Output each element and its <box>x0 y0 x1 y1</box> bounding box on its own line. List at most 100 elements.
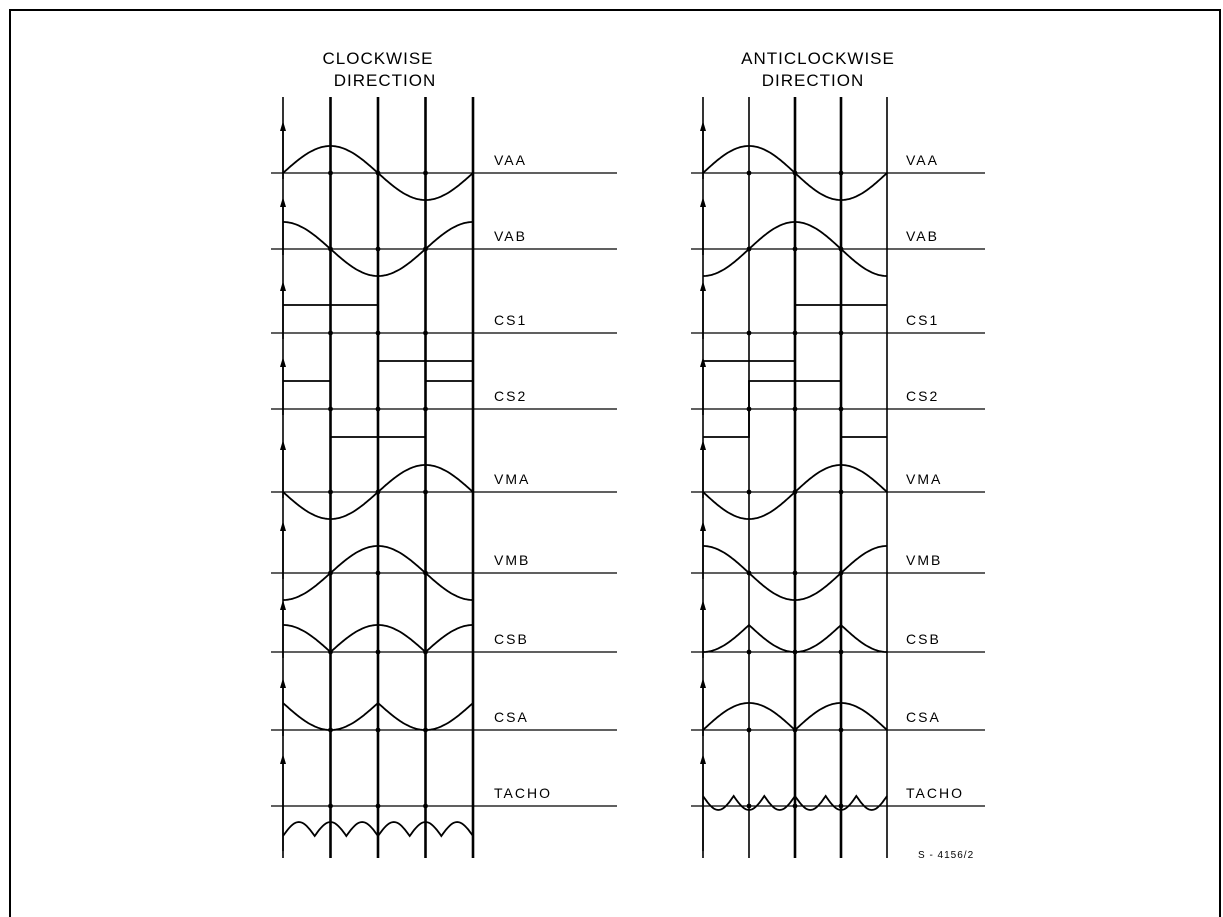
acw-panel: VAA VAB CS1 CS2 VMA VMB CSB CSA TACHO <box>691 97 985 858</box>
junction-dot <box>746 489 752 495</box>
signal-label: TACHO <box>906 785 964 801</box>
junction-dot <box>792 489 798 495</box>
junction-dot <box>423 489 428 495</box>
junction-dot <box>328 649 333 655</box>
axis-arrow-icon <box>700 121 706 131</box>
cw-signal-vab: VAB <box>271 197 617 277</box>
signal-label: VMB <box>494 552 530 568</box>
axis-arrow-icon <box>280 197 286 207</box>
axis-arrow-icon <box>280 440 286 450</box>
cw-signal-vaa: VAA <box>271 121 617 201</box>
waveform <box>283 221 473 277</box>
junction-dot <box>838 170 844 176</box>
waveform <box>283 624 473 654</box>
signal-label: CSA <box>906 709 941 725</box>
junction-dot <box>423 649 428 655</box>
junction-dot <box>375 803 381 809</box>
axis-arrow-icon <box>700 754 706 764</box>
junction-dot <box>746 803 752 809</box>
junction-dot <box>375 727 381 733</box>
junction-dot <box>423 246 428 252</box>
cw-signal-cs1: CS1 <box>271 281 617 362</box>
acw-signal-cs1: CS1 <box>691 281 985 362</box>
junction-dot <box>423 570 428 576</box>
cw-signal-vma: VMA <box>271 440 617 520</box>
waveform <box>283 380 473 438</box>
waveform <box>283 545 473 601</box>
junction-dot <box>838 489 844 495</box>
waveform <box>282 821 474 838</box>
junction-dot <box>746 330 752 336</box>
junction-dot <box>746 649 752 655</box>
junction-dot <box>375 170 381 176</box>
cw-signal-cs2: CS2 <box>271 357 617 438</box>
axis-arrow-icon <box>700 281 706 291</box>
cw-signal-vmb: VMB <box>271 521 617 601</box>
junction-dot <box>792 570 798 576</box>
waveform <box>703 380 887 438</box>
signal-label: CS1 <box>906 312 939 328</box>
signal-label: VMA <box>906 471 942 487</box>
cw-title-line2: DIRECTION <box>334 71 437 90</box>
waveform <box>282 701 474 731</box>
junction-dot <box>792 170 798 176</box>
signal-label: VMA <box>494 471 530 487</box>
axis-arrow-icon <box>280 521 286 531</box>
acw-signal-vma: VMA <box>691 440 985 520</box>
junction-dot <box>746 406 752 412</box>
signal-label: CSA <box>494 709 529 725</box>
junction-dot <box>838 406 844 412</box>
junction-dot <box>746 170 752 176</box>
acw-signal-csa: CSA <box>691 678 985 736</box>
junction-dot <box>423 170 428 176</box>
junction-dot <box>792 330 798 336</box>
junction-dot <box>328 170 333 176</box>
junction-dot <box>792 246 798 252</box>
junction-dot <box>328 489 333 495</box>
junction-dot <box>328 570 333 576</box>
axis-arrow-icon <box>280 678 286 688</box>
junction-dot <box>328 330 333 336</box>
junction-dot <box>746 246 752 252</box>
signal-label: VAA <box>494 152 527 168</box>
axis-arrow-icon <box>700 600 706 610</box>
junction-dot <box>838 570 844 576</box>
junction-dot <box>792 727 798 733</box>
junction-dot <box>375 406 381 412</box>
junction-dot <box>328 406 333 412</box>
axis-arrow-icon <box>700 521 706 531</box>
junction-dot <box>423 803 428 809</box>
axis-arrow-icon <box>280 754 286 764</box>
waveform <box>702 794 888 811</box>
cw-signal-csa: CSA <box>271 678 617 736</box>
signal-label: VAB <box>906 228 939 244</box>
signal-label: VMB <box>906 552 942 568</box>
axis-arrow-icon <box>280 121 286 131</box>
waveform <box>703 545 887 601</box>
signal-label: CS2 <box>906 388 939 404</box>
axis-arrow-icon <box>700 678 706 688</box>
junction-dot <box>423 406 428 412</box>
junction-dot <box>375 570 381 576</box>
junction-dot <box>792 803 798 809</box>
axis-arrow-icon <box>700 440 706 450</box>
acw-signal-vaa: VAA <box>691 121 985 201</box>
cw-signal-csb: CSB <box>271 600 617 658</box>
axis-arrow-icon <box>280 281 286 291</box>
axis-arrow-icon <box>700 197 706 207</box>
cw-signal-tacho: TACHO <box>271 754 617 851</box>
junction-dot <box>746 570 752 576</box>
junction-dot <box>838 246 844 252</box>
junction-dot <box>423 330 428 336</box>
figure-border <box>9 9 1221 917</box>
junction-dot <box>375 246 381 252</box>
signal-label: VAA <box>906 152 939 168</box>
acw-signal-vmb: VMB <box>691 521 985 601</box>
junction-dot <box>838 649 844 655</box>
acw-signal-cs2: CS2 <box>691 357 985 438</box>
waveform <box>703 221 887 277</box>
junction-dot <box>838 803 844 809</box>
junction-dot <box>838 727 844 733</box>
